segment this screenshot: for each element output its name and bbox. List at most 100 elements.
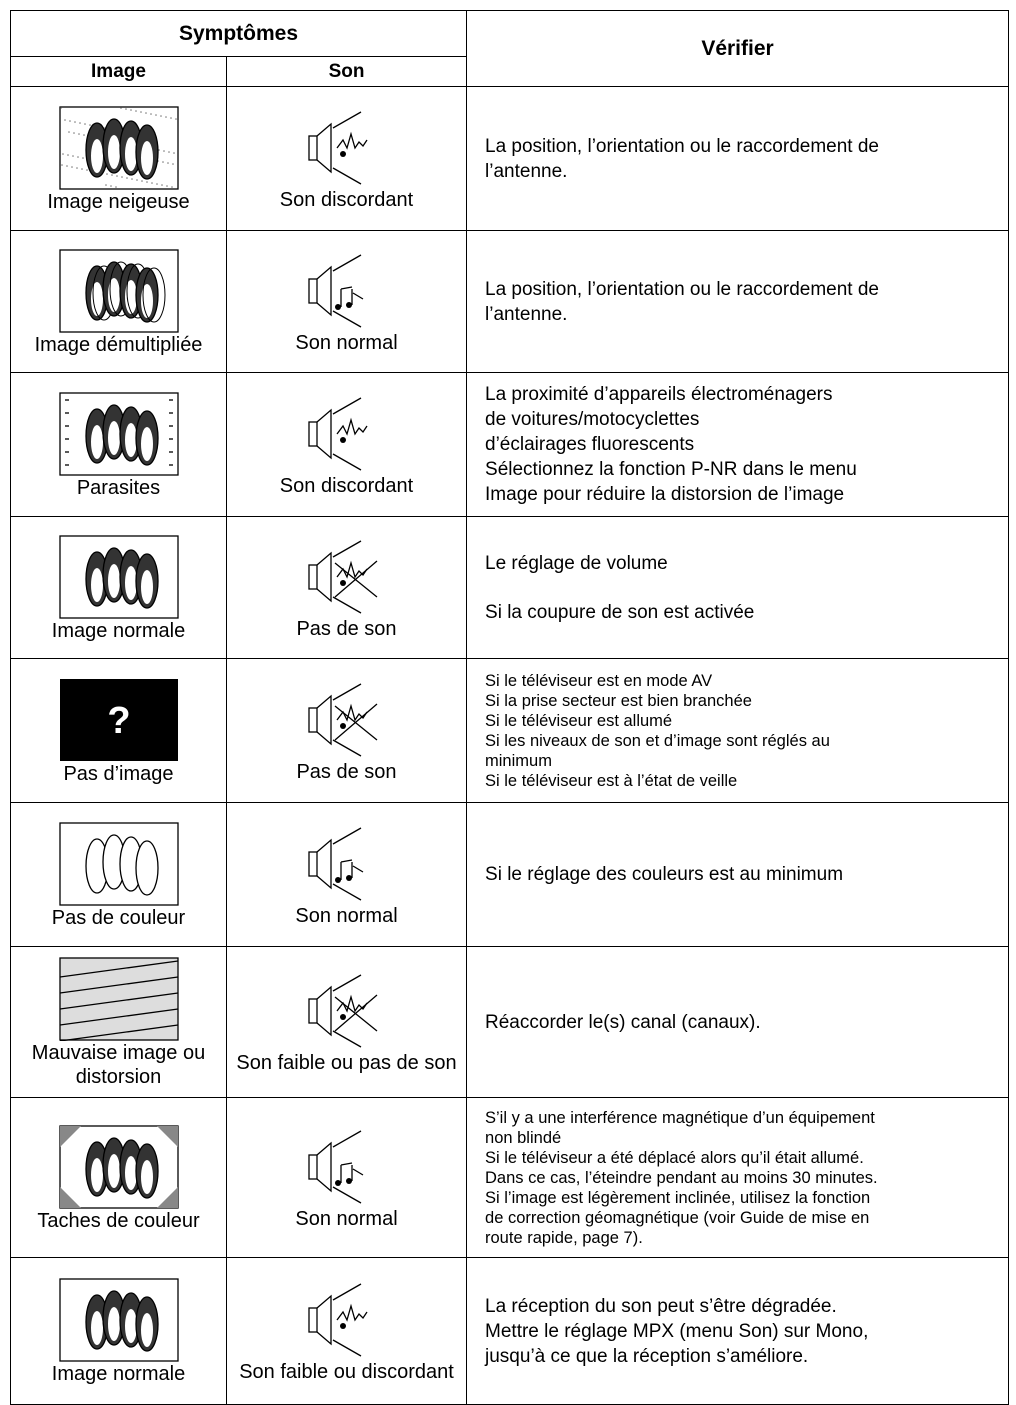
- image-label: Mauvaise image ou distorsion: [31, 1042, 206, 1088]
- image-cell: Image normale: [10, 516, 227, 659]
- snow: [160, 183, 163, 186]
- penguin-belly: [90, 854, 103, 889]
- penguin-belly: [124, 422, 137, 457]
- check-cell: Réaccorder le(s) canal (canaux).: [466, 946, 1010, 1098]
- penguin-belly: [140, 426, 153, 461]
- check-line: non blindé: [485, 1128, 562, 1147]
- image-icon: [58, 391, 179, 476]
- snow: [140, 179, 143, 182]
- sound-icon: [307, 826, 363, 901]
- row: ? Pas d’image Pas de son Si le téléviseur e…: [10, 658, 1010, 803]
- snow: [172, 151, 175, 154]
- distortion-line: [59, 960, 178, 978]
- image-label: Image normale: [51, 619, 186, 642]
- speaker-cone: [316, 551, 332, 602]
- distortion: [335, 131, 368, 150]
- sound-wave: [332, 253, 361, 328]
- sound-icon: [307, 1283, 368, 1357]
- speaker: [307, 277, 318, 304]
- speaker-cone: [316, 694, 332, 745]
- sound-wave: [332, 974, 361, 1048]
- speaker-cone: [316, 838, 332, 889]
- speaker-cone: [316, 408, 332, 459]
- image-cell: Taches de couleur: [10, 1097, 227, 1258]
- row: Image normale Son faible ou discordant La …: [10, 1257, 1010, 1405]
- image-cell-content: Image neigeuse: [11, 96, 226, 222]
- speaker: [307, 1153, 318, 1180]
- snow: [174, 117, 177, 120]
- row: Image démultipliée Son normal La position,…: [10, 230, 1010, 373]
- sound-cell-content: Son normal: [227, 1117, 466, 1239]
- image-cell: Image démultipliée: [10, 230, 227, 373]
- note: [345, 1177, 352, 1184]
- image-icon: [58, 248, 179, 333]
- ghost: [142, 267, 165, 322]
- snow: [70, 165, 73, 168]
- check-text: La réception du son peut s’être dégradée…: [467, 1294, 1008, 1369]
- distortion-line: [59, 992, 178, 1010]
- sound-wave: [332, 396, 361, 471]
- penguin-belly: [107, 420, 120, 455]
- sound-wave: [332, 539, 361, 614]
- sound-label: Son normal: [295, 904, 398, 927]
- check-line: Si le téléviseur est à l’état de veille: [485, 771, 738, 790]
- snow: [67, 130, 70, 133]
- icon-text: ?: [107, 700, 130, 742]
- speaker: [307, 998, 318, 1024]
- distortion-line: [59, 1008, 178, 1026]
- check-line: de correction géomagnétique (voir Guide …: [485, 1208, 870, 1227]
- check-line: Si le téléviseur est en mode AV: [485, 671, 713, 690]
- sound-wave: [332, 1129, 361, 1204]
- snow: [81, 156, 84, 159]
- penguin-belly: [140, 283, 153, 318]
- penguin-belly: [124, 136, 137, 171]
- image-cell-content: Image démultipliée: [11, 239, 226, 365]
- sound-icon: [307, 539, 377, 614]
- distortion-line: [59, 1024, 178, 1041]
- check-header: Vérifier: [466, 10, 1010, 87]
- check-cell: La position, l’orientation ou le raccord…: [466, 86, 1010, 231]
- snow: [162, 149, 165, 152]
- image-label: Image démultipliée: [34, 333, 203, 356]
- penguin-belly: [140, 569, 153, 604]
- image-cell: Pas de couleur: [10, 802, 227, 947]
- snow: [159, 114, 162, 117]
- sound-wave: [332, 110, 361, 185]
- image-icon: [58, 957, 179, 1041]
- penguin-belly: [90, 138, 103, 173]
- check-line: S’il y a une interférence magnétique d’u…: [485, 1108, 875, 1127]
- sound-cell-content: Son faible ou pas de son: [227, 961, 466, 1083]
- image-cell: Image normale: [10, 1257, 227, 1405]
- sound-icon: [307, 253, 363, 328]
- check-line: Réaccorder le(s) canal (canaux).: [485, 1011, 761, 1033]
- sound-cell: Son discordant: [225, 372, 468, 517]
- note: [339, 285, 363, 307]
- image-header: Image: [10, 56, 227, 87]
- check-text: La proximité d’appareils électroménagers…: [467, 382, 1008, 507]
- cross: [334, 703, 377, 741]
- snow: [144, 111, 147, 114]
- image-icon: [58, 105, 179, 190]
- sound-label: Son normal: [295, 1207, 398, 1230]
- sound-cell-content: Son faible ou discordant: [227, 1270, 466, 1392]
- snow: [114, 185, 117, 188]
- check-line: Mettre le réglage MPX (menu Son) sur Mon…: [485, 1320, 869, 1342]
- distortion: [335, 703, 368, 722]
- snow: [124, 107, 127, 110]
- penguin-belly: [107, 563, 120, 598]
- check-text: La position, l’orientation ou le raccord…: [467, 134, 1008, 184]
- distortion: [335, 1303, 368, 1322]
- sound-icon: [307, 396, 368, 471]
- check-line: Le réglage de volume: [485, 552, 668, 574]
- note: [339, 858, 363, 880]
- check-line: Si la prise secteur est bien branchée: [485, 691, 752, 710]
- snow: [115, 174, 118, 177]
- image-label: Image neigeuse: [47, 190, 190, 213]
- snow: [61, 152, 64, 155]
- image-cell-content: Image normale: [11, 525, 226, 651]
- image-cell: ? Pas d’image: [10, 658, 227, 803]
- snow: [129, 108, 132, 111]
- penguin-belly: [90, 1157, 103, 1192]
- sound-label: Pas de son: [296, 760, 397, 783]
